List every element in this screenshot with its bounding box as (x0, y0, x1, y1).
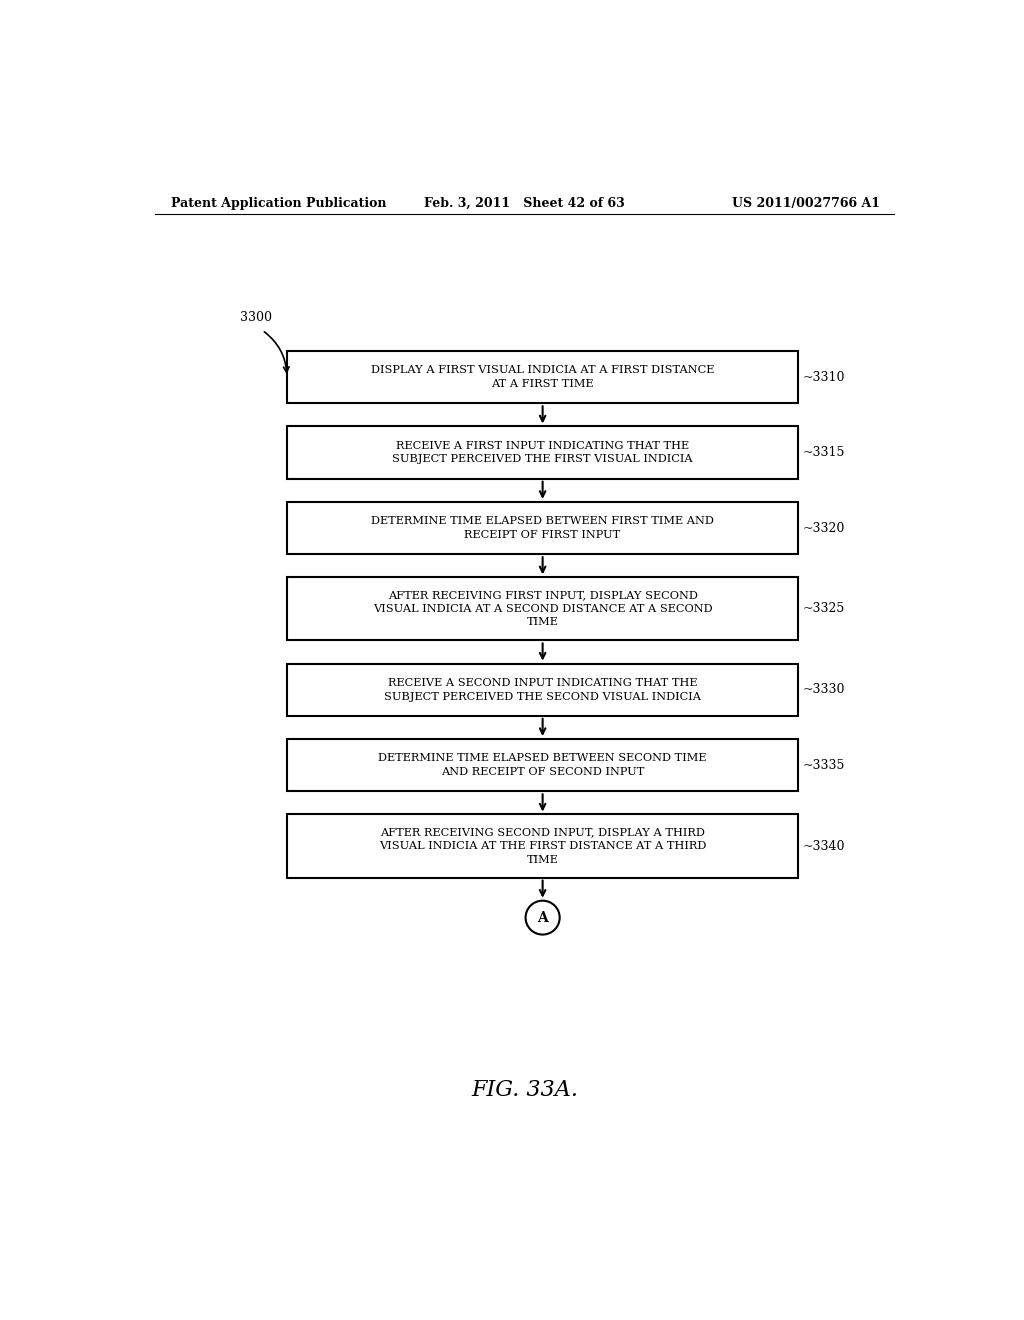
Text: RECEIVE A FIRST INPUT INDICATING THAT THE
SUBJECT PERCEIVED THE FIRST VISUAL IND: RECEIVE A FIRST INPUT INDICATING THAT TH… (392, 441, 693, 465)
Text: DETERMINE TIME ELAPSED BETWEEN SECOND TIME
AND RECEIPT OF SECOND INPUT: DETERMINE TIME ELAPSED BETWEEN SECOND TI… (379, 754, 707, 777)
Text: ~3325: ~3325 (803, 602, 845, 615)
FancyBboxPatch shape (287, 426, 799, 479)
Text: ~3335: ~3335 (803, 759, 846, 772)
Text: AFTER RECEIVING SECOND INPUT, DISPLAY A THIRD
VISUAL INDICIA AT THE FIRST DISTAN: AFTER RECEIVING SECOND INPUT, DISPLAY A … (379, 828, 707, 865)
Text: ~3315: ~3315 (803, 446, 846, 459)
Text: A: A (538, 911, 548, 924)
Text: US 2011/0027766 A1: US 2011/0027766 A1 (732, 197, 880, 210)
Text: ~3330: ~3330 (803, 684, 846, 696)
FancyBboxPatch shape (287, 351, 799, 404)
FancyBboxPatch shape (287, 502, 799, 554)
FancyBboxPatch shape (287, 739, 799, 792)
Text: 3300: 3300 (241, 312, 272, 323)
Text: AFTER RECEIVING FIRST INPUT, DISPLAY SECOND
VISUAL INDICIA AT A SECOND DISTANCE : AFTER RECEIVING FIRST INPUT, DISPLAY SEC… (373, 590, 713, 627)
Text: ~3310: ~3310 (803, 371, 846, 384)
Text: DISPLAY A FIRST VISUAL INDICIA AT A FIRST DISTANCE
AT A FIRST TIME: DISPLAY A FIRST VISUAL INDICIA AT A FIRS… (371, 366, 715, 389)
Text: Feb. 3, 2011   Sheet 42 of 63: Feb. 3, 2011 Sheet 42 of 63 (424, 197, 626, 210)
FancyBboxPatch shape (287, 577, 799, 640)
Circle shape (525, 900, 560, 935)
Text: ~3340: ~3340 (803, 840, 846, 853)
Text: Patent Application Publication: Patent Application Publication (171, 197, 386, 210)
Text: ~3320: ~3320 (803, 521, 846, 535)
Text: DETERMINE TIME ELAPSED BETWEEN FIRST TIME AND
RECEIPT OF FIRST INPUT: DETERMINE TIME ELAPSED BETWEEN FIRST TIM… (371, 516, 714, 540)
FancyBboxPatch shape (287, 814, 799, 878)
Text: RECEIVE A SECOND INPUT INDICATING THAT THE
SUBJECT PERCEIVED THE SECOND VISUAL I: RECEIVE A SECOND INPUT INDICATING THAT T… (384, 678, 701, 701)
FancyBboxPatch shape (287, 664, 799, 715)
Text: FIG. 33A.: FIG. 33A. (471, 1080, 579, 1101)
